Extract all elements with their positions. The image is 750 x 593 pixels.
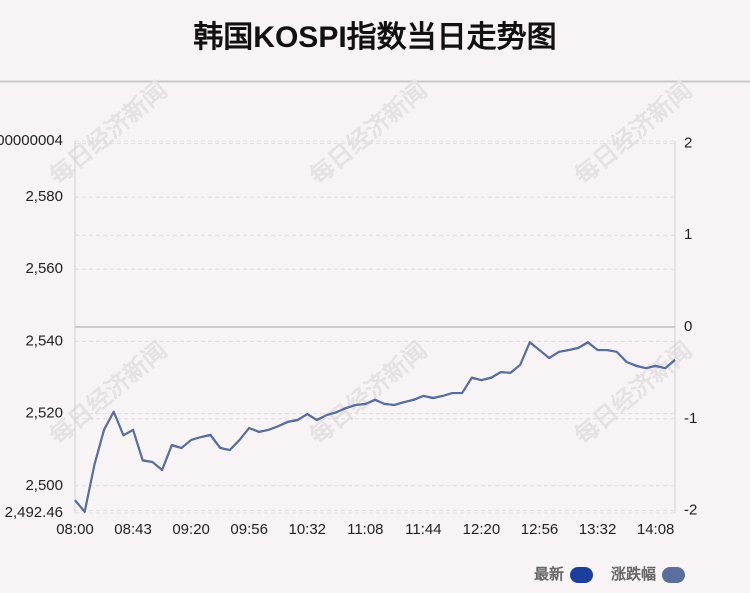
legend-label: 涨跌幅 bbox=[611, 565, 656, 583]
x-tick-label: 14:08 bbox=[637, 521, 675, 538]
y-tick-label: 2,595.5400000004 bbox=[0, 132, 63, 149]
x-tick-label: 09:20 bbox=[172, 521, 210, 538]
x-tick-label: 09:56 bbox=[230, 521, 268, 538]
y2-tick-label: -1 bbox=[684, 410, 697, 427]
legend-label: 最新 bbox=[534, 565, 564, 583]
x-tick-label: 12:56 bbox=[521, 521, 559, 538]
y-tick-label: 2,500 bbox=[25, 477, 63, 494]
y-tick-label: 2,520 bbox=[25, 405, 63, 422]
x-tick-label: 12:20 bbox=[463, 521, 501, 538]
x-tick-label: 11:44 bbox=[405, 521, 441, 538]
y-tick-label: 2,540 bbox=[25, 332, 63, 349]
y-tick-label: 2,492.46 bbox=[5, 504, 63, 521]
x-tick-label: 08:00 bbox=[56, 521, 94, 538]
legend-swatch bbox=[662, 567, 685, 583]
x-tick-label: 10:32 bbox=[288, 521, 326, 538]
y2-tick-label: 1 bbox=[684, 226, 692, 243]
y2-tick-label: 2 bbox=[684, 134, 692, 151]
y-tick-label: 2,560 bbox=[25, 260, 63, 277]
y-tick-label: 2,580 bbox=[25, 188, 63, 205]
x-tick-label: 08:43 bbox=[114, 521, 152, 538]
y2-tick-label: -2 bbox=[684, 502, 697, 519]
x-tick-label: 13:32 bbox=[579, 521, 617, 538]
legend-swatch bbox=[570, 567, 593, 583]
y2-tick-label: 0 bbox=[684, 318, 692, 335]
chart-title: 韩国KOSPI指数当日走势图 bbox=[193, 21, 556, 54]
x-tick-label: 11:08 bbox=[347, 521, 383, 538]
series-line bbox=[74, 341, 676, 513]
